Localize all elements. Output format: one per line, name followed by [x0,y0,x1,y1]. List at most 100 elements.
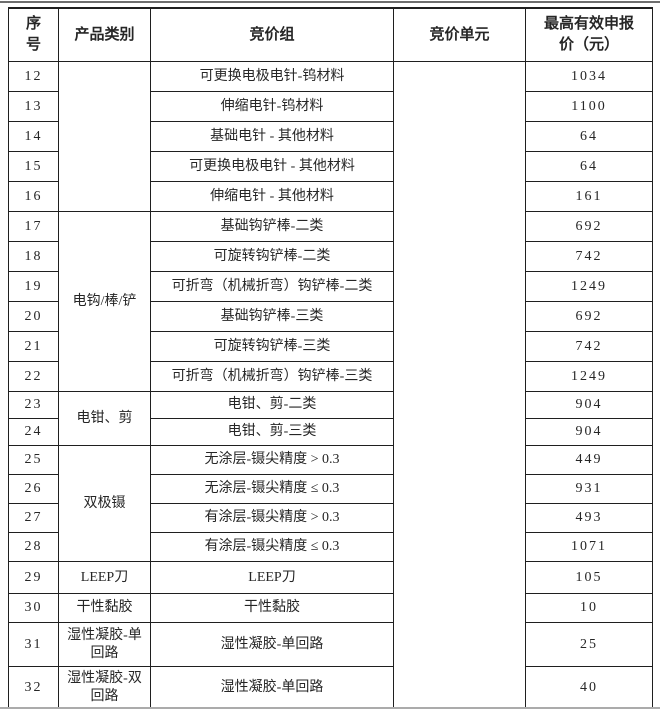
group-cell: 干性黏胶 [150,593,394,623]
seq-cell: 12 [8,61,59,92]
category-cell: 电钩/棒/铲 [58,211,151,392]
group-cell: 可旋转钩铲棒-二类 [150,241,394,272]
seq-cell: 27 [8,503,59,533]
seq-cell: 29 [8,561,59,594]
group-cell: 可折弯（机械折弯）钩铲棒-二类 [150,271,394,302]
price-cell: 692 [525,301,653,332]
header-unit: 竞价单元 [393,7,526,62]
seq-cell: 13 [8,91,59,122]
group-cell: 湿性凝胶-单回路 [150,666,394,709]
price-cell: 931 [525,474,653,504]
group-cell: 无涂层-镊尖精度 ≤ 0.3 [150,474,394,504]
seq-cell: 31 [8,622,59,667]
seq-cell: 28 [8,532,59,562]
category-cell: 双极镊 [58,445,151,562]
price-cell: 1100 [525,91,653,122]
table-row: 26 无涂层-镊尖精度 ≤ 0.3 931 [8,474,653,504]
price-cell: 742 [525,331,653,362]
category-cell [58,61,151,212]
price-cell: 64 [525,121,653,152]
seq-cell: 24 [8,418,59,446]
group-cell: 无涂层-镊尖精度 > 0.3 [150,445,394,475]
price-cell: 1071 [525,532,653,562]
header-category: 产品类别 [58,7,151,62]
price-cell: 25 [525,622,653,667]
seq-cell: 19 [8,271,59,302]
price-cell: 1034 [525,61,653,92]
price-cell: 692 [525,211,653,242]
table-row: 13 伸缩电针-钨材料 1100 [8,91,653,122]
seq-cell: 26 [8,474,59,504]
table-row: 31 湿性凝胶-单回路 湿性凝胶-单回路 25 [8,622,653,667]
table-row: 22 可折弯（机械折弯）钩铲棒-三类 1249 [8,361,653,392]
seq-cell: 20 [8,301,59,332]
group-cell: 有涂层-镊尖精度 > 0.3 [150,503,394,533]
table-row: 19 可折弯（机械折弯）钩铲棒-二类 1249 [8,271,653,302]
price-cell: 904 [525,391,653,419]
bidding-unit-cell [393,61,526,709]
table-row: 12 可更换电极电针-钨材料 1034 [8,61,653,709]
seq-cell: 14 [8,121,59,152]
table-row: 21 可旋转钩铲棒-三类 742 [8,331,653,362]
table-row: 17 电钩/棒/铲 基础钩铲棒-二类 692 [8,211,653,392]
header-group: 竞价组 [150,7,394,62]
group-cell: 可折弯（机械折弯）钩铲棒-三类 [150,361,394,392]
table-row: 15 可更换电极电针 - 其他材料 64 [8,151,653,182]
table-row: 30 干性黏胶 干性黏胶 10 [8,593,653,623]
seq-cell: 30 [8,593,59,623]
group-cell: 有涂层-镊尖精度 ≤ 0.3 [150,532,394,562]
table-row: 23 电钳、剪 电钳、剪-二类 904 [8,391,653,446]
category-cell: 湿性凝胶-双回路 [58,666,151,709]
header-price: 最高有效申报价（元） [525,7,653,62]
top-rule [0,1,660,3]
table-row: 24 电钳、剪-三类 904 [8,418,653,446]
bottom-rule [0,707,660,709]
price-cell: 1249 [525,271,653,302]
seq-cell: 25 [8,445,59,475]
table-row: 20 基础钩铲棒-三类 692 [8,301,653,332]
price-cell: 10 [525,593,653,623]
table-row: 25 双极镊 无涂层-镊尖精度 > 0.3 449 [8,445,653,562]
price-cell: 161 [525,181,653,212]
category-cell: 干性黏胶 [58,593,151,623]
group-cell: 可更换电极电针 - 其他材料 [150,151,394,182]
price-cell: 904 [525,418,653,446]
table-row: 18 可旋转钩铲棒-二类 742 [8,241,653,272]
group-cell: 伸缩电针 - 其他材料 [150,181,394,212]
category-cell: LEEP刀 [58,561,151,594]
price-cell: 493 [525,503,653,533]
group-cell: LEEP刀 [150,561,394,594]
price-cell: 449 [525,445,653,475]
price-cell: 40 [525,666,653,709]
seq-cell: 15 [8,151,59,182]
price-cell: 1249 [525,361,653,392]
group-cell: 基础钩铲棒-三类 [150,301,394,332]
group-cell: 可旋转钩铲棒-三类 [150,331,394,362]
category-cell: 湿性凝胶-单回路 [58,622,151,667]
table-body: 12 可更换电极电针-钨材料 1034 13 伸缩电针-钨材料 1100 14 基础电针 - … [8,61,653,709]
price-cell: 64 [525,151,653,182]
group-cell: 基础电针 - 其他材料 [150,121,394,152]
category-cell: 电钳、剪 [58,391,151,446]
seq-cell: 23 [8,391,59,419]
seq-cell: 22 [8,361,59,392]
bidding-price-table: 序号 产品类别 竞价组 竞价单元 最高有效申报价（元） 12 可更换电极电针-钨材… [8,7,653,709]
seq-cell: 32 [8,666,59,709]
price-cell: 105 [525,561,653,594]
price-cell: 742 [525,241,653,272]
group-cell: 电钳、剪-三类 [150,418,394,446]
seq-cell: 16 [8,181,59,212]
group-cell: 湿性凝胶-单回路 [150,622,394,667]
seq-cell: 17 [8,211,59,242]
table-row: 29 LEEP刀 LEEP刀 105 [8,561,653,594]
header-seq: 序号 [8,7,59,62]
table-row: 32 湿性凝胶-双回路 湿性凝胶-单回路 40 [8,666,653,709]
group-cell: 伸缩电针-钨材料 [150,91,394,122]
group-cell: 可更换电极电针-钨材料 [150,61,394,92]
header-row: 序号 产品类别 竞价组 竞价单元 最高有效申报价（元） [8,7,653,62]
seq-cell: 21 [8,331,59,362]
group-cell: 电钳、剪-二类 [150,391,394,419]
table-row: 16 伸缩电针 - 其他材料 161 [8,181,653,212]
group-cell: 基础钩铲棒-二类 [150,211,394,242]
seq-cell: 18 [8,241,59,272]
